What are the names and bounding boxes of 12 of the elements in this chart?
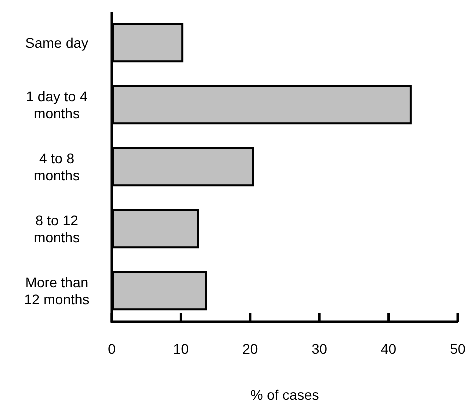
y-tick-label: More than 12 months [24,274,90,308]
y-tick-label: Same day [25,34,89,51]
y-tick-label: 1 day to 4 months [26,88,88,122]
y-tick-label: 8 to 12 months [34,212,80,246]
x-tick-label: 0 [108,340,116,357]
x-axis-title: % of cases [250,387,320,403]
x-tick-label: 10 [173,340,190,357]
x-tick-label: 30 [312,340,328,357]
y-tick-label: 4 to 8 months [34,150,80,184]
x-tick-label: 40 [381,340,397,357]
x-tick-label: 20 [242,340,258,357]
x-tick-label: 50 [450,340,466,357]
